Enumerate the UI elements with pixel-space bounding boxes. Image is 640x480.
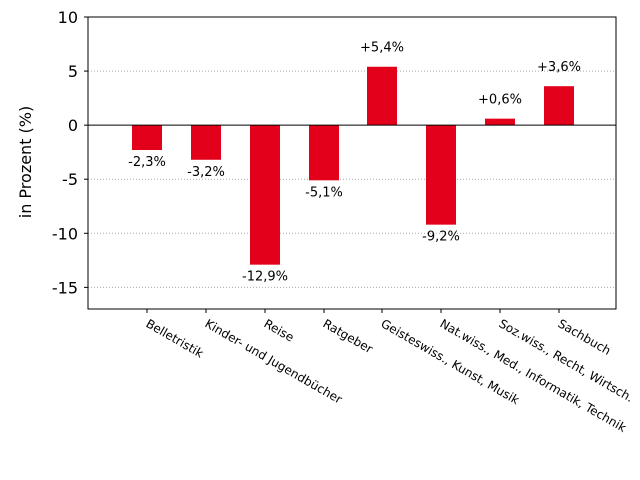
x-tick-label: Reise xyxy=(262,316,297,344)
bar xyxy=(426,125,456,225)
y-tick-label: 0 xyxy=(68,116,78,135)
y-axis: 10 5 0 -5 -10 -15 xyxy=(52,8,88,297)
bar xyxy=(191,125,221,160)
data-label: +0,6% xyxy=(478,93,522,108)
bar xyxy=(250,125,280,265)
bar xyxy=(132,125,162,151)
y-tick-label: -5 xyxy=(62,170,78,189)
data-label: -3,2% xyxy=(187,165,225,180)
bar xyxy=(544,86,574,126)
x-tick-label: Belletristik xyxy=(144,316,206,360)
y-tick-label: -15 xyxy=(52,278,78,297)
bar xyxy=(309,125,339,181)
y-tick-label: -10 xyxy=(52,224,78,243)
bars-layer xyxy=(132,66,574,265)
y-axis-label: in Prozent (%) xyxy=(16,106,35,218)
data-label: -12,9% xyxy=(242,270,288,285)
data-label: +3,6% xyxy=(537,60,581,75)
plot-frame xyxy=(87,16,617,310)
x-tick-label: Ratgeber xyxy=(321,316,376,356)
data-label: +5,4% xyxy=(360,41,404,56)
data-label: -2,3% xyxy=(128,155,166,170)
bar xyxy=(367,66,397,126)
bar xyxy=(485,118,515,126)
data-label: -9,2% xyxy=(422,230,460,245)
y-tick-label: 5 xyxy=(68,62,78,81)
y-tick-label: 10 xyxy=(58,8,78,27)
data-labels: -2,3% -3,2% -12,9% -5,1% +5,4% -9,2% +0,6% +3,6… xyxy=(128,41,581,285)
data-label: -5,1% xyxy=(305,185,343,200)
grid-layer xyxy=(88,70,616,288)
